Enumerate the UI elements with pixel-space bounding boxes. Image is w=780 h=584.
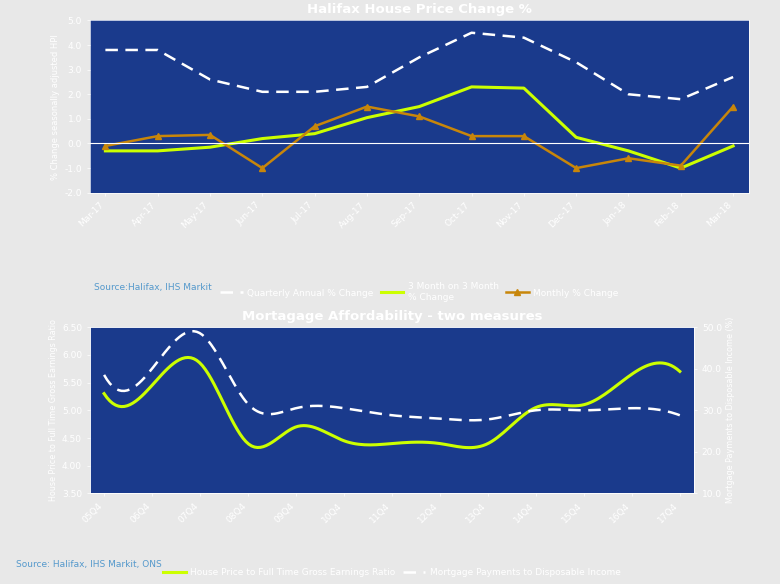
Legend: Quarterly Annual % Change, 3 Month on 3 Month
% Change, Monthly % Change: Quarterly Annual % Change, 3 Month on 3 … (216, 279, 622, 305)
Text: Source:Halifax, IHS Markit: Source:Halifax, IHS Markit (94, 283, 211, 292)
Y-axis label: House Price to Full Time Gross Earnings Ratio: House Price to Full Time Gross Earnings … (49, 319, 58, 501)
Legend: House Price to Full Time Gross Earnings Ratio, Mortgage Payments to Disposable I: House Price to Full Time Gross Earnings … (160, 564, 624, 580)
Y-axis label: Mortgage Payments to Disposable Income (%): Mortgage Payments to Disposable Income (… (726, 317, 735, 503)
Title: Halifax House Price Change %: Halifax House Price Change % (307, 4, 532, 16)
Title: Mortagage Affordability - two measures: Mortagage Affordability - two measures (242, 310, 542, 323)
Y-axis label: % Change seasonally adjusted HPI: % Change seasonally adjusted HPI (51, 34, 60, 179)
Text: Source: Halifax, IHS Markit, ONS: Source: Halifax, IHS Markit, ONS (16, 561, 161, 569)
